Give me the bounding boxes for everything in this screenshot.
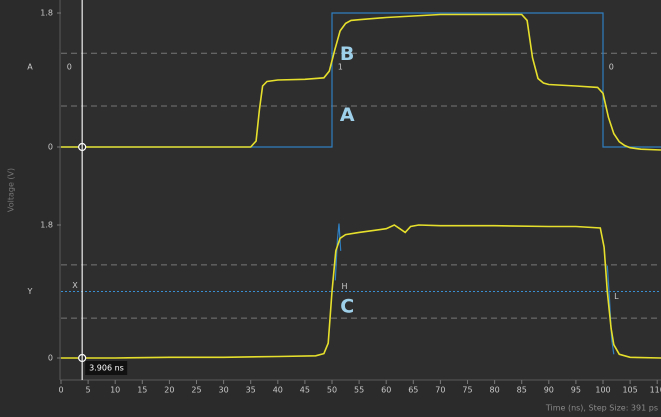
- x-tick-label: 100: [595, 386, 610, 395]
- x-tick-label: 90: [544, 386, 554, 395]
- level-label: X: [72, 281, 78, 290]
- x-tick-label: 10: [110, 386, 120, 395]
- cursor-label-box: [85, 361, 128, 375]
- x-tick-label: 40: [273, 386, 283, 395]
- x-tick-label: 35: [246, 386, 256, 395]
- x-tick-label: 5: [86, 386, 91, 395]
- x-tick-label: 75: [462, 386, 472, 395]
- x-tick-label: 0: [58, 386, 63, 395]
- waveform: [61, 224, 661, 359]
- signal-name: A: [27, 63, 33, 72]
- x-tick-label: 55: [354, 386, 364, 395]
- x-tick-label: 15: [137, 386, 147, 395]
- state-label: L: [614, 292, 619, 301]
- cursor-label: 3.906 ns: [89, 364, 124, 373]
- x-tick-label: 65: [408, 386, 418, 395]
- x-tick-label: 20: [164, 386, 174, 395]
- y-axis-label: Voltage (V): [7, 168, 16, 212]
- annotation: B: [340, 43, 354, 65]
- plot-area: [60, 0, 661, 380]
- annotation: C: [340, 296, 354, 318]
- x-tick-label: 85: [517, 386, 527, 395]
- y-tick-label: 0: [48, 143, 53, 152]
- annotation: A: [340, 104, 355, 126]
- x-tick-label: 105: [622, 386, 637, 395]
- x-tick-label: 45: [300, 386, 310, 395]
- y-tick-label: 1.8: [40, 9, 53, 18]
- x-tick-label: 50: [327, 386, 337, 395]
- state-label: 0: [609, 63, 614, 72]
- x-tick-label: 80: [490, 386, 500, 395]
- x-tick-label: 25: [191, 386, 201, 395]
- x-tick-label: 110: [650, 386, 661, 395]
- state-label: 1: [338, 63, 343, 72]
- state-label: 0: [67, 63, 72, 72]
- y-tick-label: 0: [48, 354, 53, 363]
- x-tick-label: 70: [435, 386, 445, 395]
- y-tick-label: 1.8: [40, 221, 53, 230]
- x-tick-label: 95: [571, 386, 581, 395]
- x-axis-label: Time (ns), Step Size: 391 ps: [545, 404, 658, 413]
- waveform: [61, 13, 661, 151]
- x-tick-label: 30: [219, 386, 229, 395]
- x-tick-label: 60: [381, 386, 391, 395]
- signal-name: Y: [27, 287, 33, 296]
- waveform: [61, 12, 661, 148]
- waveform: [334, 223, 342, 281]
- state-label: H: [342, 282, 348, 291]
